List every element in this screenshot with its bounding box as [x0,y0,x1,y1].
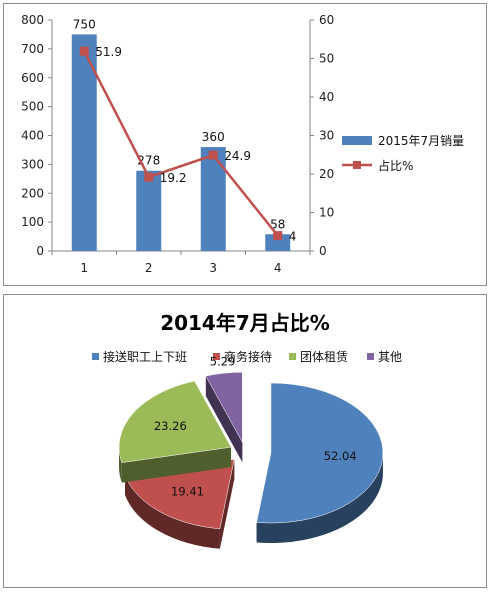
pie-data-label: 23.26 [154,419,187,433]
pie-slice [256,382,384,544]
line-data-label: 51.9 [95,45,122,59]
y-left-tick-label: 0 [36,244,44,258]
pie-slice-top [256,382,384,524]
y-right-tick-label: 40 [319,90,334,104]
pie-slice-wall [125,474,220,549]
pie-data-label: 52.04 [324,449,357,463]
y-right-tick-label: 0 [319,244,327,258]
line-point [79,46,89,56]
line-data-label: 4 [289,230,297,244]
line-data-label: 19.2 [160,171,187,185]
y-left-tick-label: 100 [21,215,44,229]
y-left-tick-label: 800 [21,13,44,27]
combo-chart-panel: 0 100 200 300 400 500 600 700 800 0 10 20 30 40 50 60 1 2… [3,3,487,286]
legend-label: 商务接待 [224,349,272,364]
y-right-tick-label: 10 [319,206,334,220]
bar [71,34,97,251]
pie-data-label: 19.41 [171,484,204,498]
y-left-tick-label: 300 [21,157,44,171]
legend-swatch [92,353,99,360]
y-left-tick-label: 500 [21,100,44,114]
series-line [83,50,279,237]
bar-data-label: 58 [270,217,285,231]
legend-label-line: 占比% [378,158,413,173]
x-tick-label: 1 [80,261,88,275]
pie-slice-side [205,376,243,463]
legend-label-bar: 2015年7月销量 [378,134,464,148]
y-left-tick-label: 700 [21,42,44,56]
y-left-tick-label: 600 [21,71,44,85]
line-point [144,172,154,182]
legend-swatch-marker [353,161,361,169]
y-right-tick-label: 50 [319,52,334,66]
pie-slice [118,380,232,483]
x-tick-label: 2 [145,261,153,275]
pie-slice [205,371,243,463]
legend-swatch [213,353,220,360]
legend-swatch [289,353,296,360]
y-right-tick-label: 30 [319,129,334,143]
pie-slice-side [219,459,235,549]
bar [265,234,291,251]
bar [136,170,162,251]
pie-slice-side [121,447,232,483]
legend-label: 团体租赁 [300,350,348,364]
chart-title: 2014年7月占比% [160,311,330,335]
pie-slice-top [205,371,243,443]
bar-data-label: 750 [73,17,96,31]
combo-chart: 0 100 200 300 400 500 600 700 800 0 10 20 30 40 50 60 1 2… [21,13,464,275]
pie-chart-panel: 2014年7月占比% 接送职工上下班 商务接待 团体租赁 其他 52.04 19.41 23.… [3,294,487,588]
legend-label: 其他 [378,350,402,364]
legend-swatch-bar [342,136,372,145]
pie-slices [118,371,384,549]
pie-chart: 2014年7月占比% 接送职工上下班 商务接待 团体租赁 其他 52.04 19.41 23.… [92,311,402,549]
y-left-tick-label: 400 [21,129,44,143]
y-left-tick-label: 200 [21,186,44,200]
line-data-label: 24.9 [224,149,251,163]
legend-label: 接送职工上下班 [103,349,187,364]
pie-slice-wall [256,453,383,544]
pie-data-label: 5.29 [210,354,236,368]
line-point [208,150,218,160]
pie-slice-top [118,380,232,463]
legend-swatch [367,353,374,360]
x-tick-label: 4 [274,261,282,275]
x-tick-label: 3 [209,261,217,275]
bar [200,147,226,251]
y-right-tick-label: 60 [319,13,334,27]
y-right-tick-label: 20 [319,167,334,181]
line-point [273,231,283,241]
bar-data-label: 360 [202,130,225,144]
